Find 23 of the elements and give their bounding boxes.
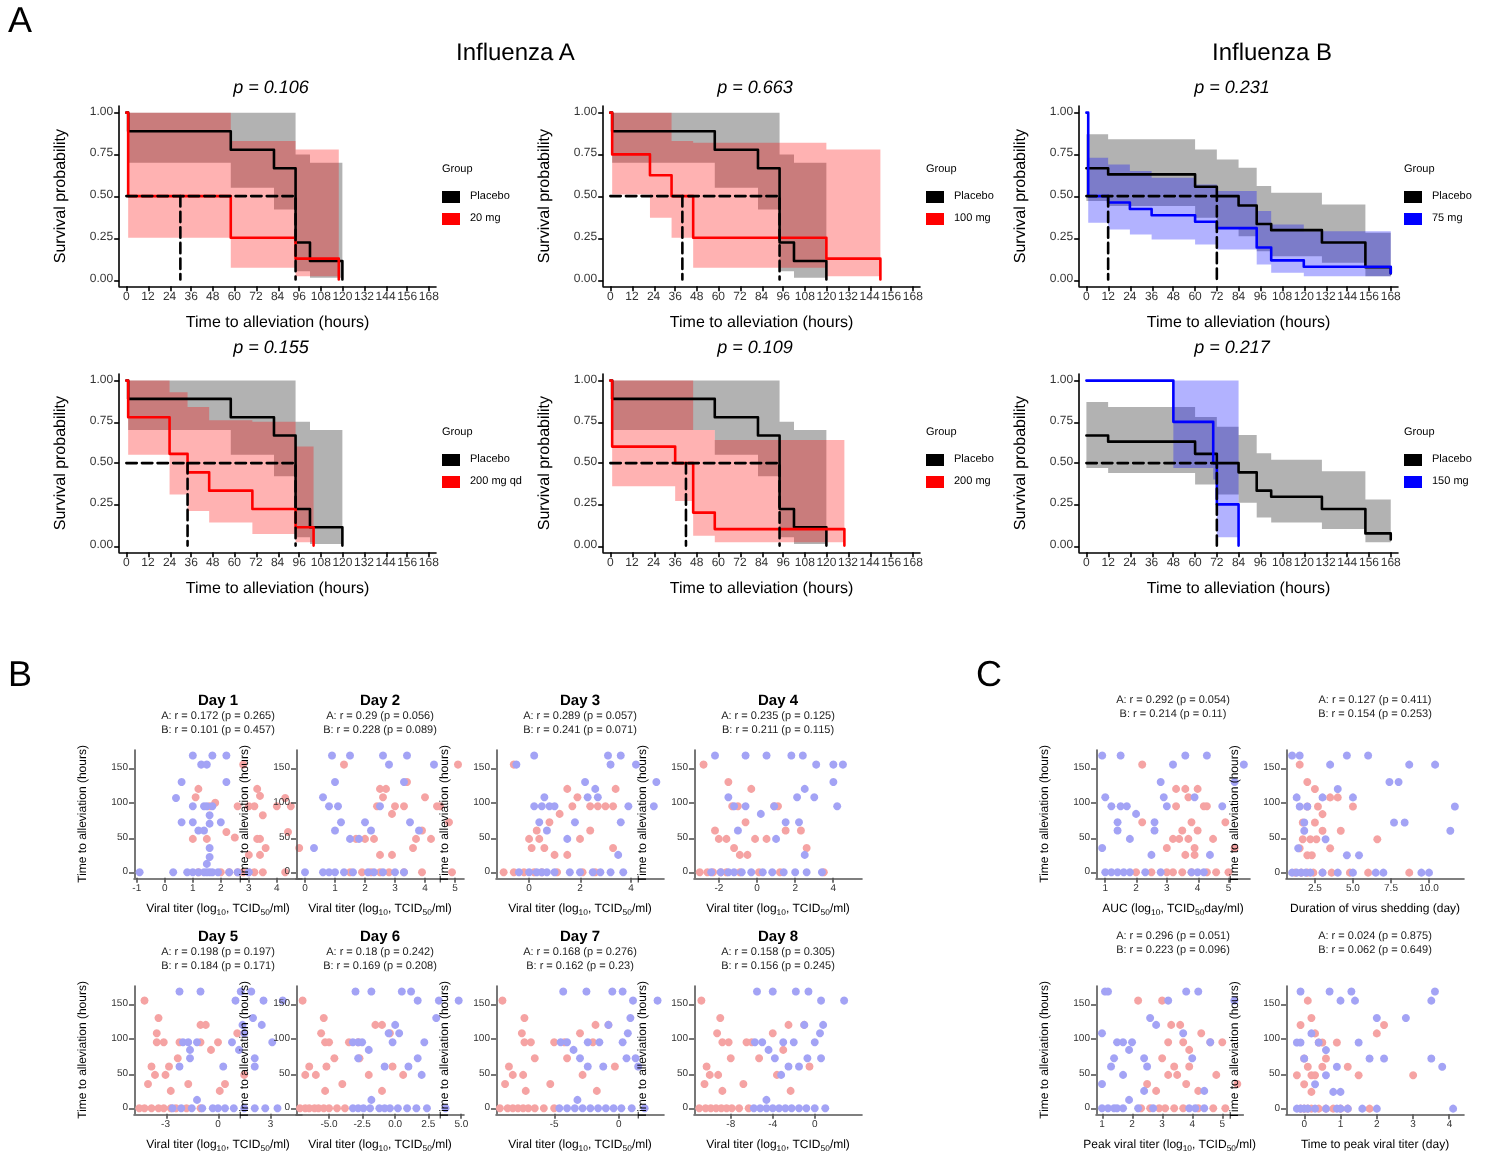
y-axis-title: Survival probability [535, 395, 553, 531]
chart-title: p = 0.231 [1192, 77, 1270, 97]
text: B [8, 654, 33, 696]
text: Influenza A [456, 38, 575, 66]
x-axis-title: Time to alleviation (hours) [1146, 313, 1331, 331]
chart-title: p = 0.109 [715, 337, 793, 357]
text: Influenza B [1212, 38, 1333, 66]
x-axis-title: Time to alleviation (hours) [1146, 579, 1331, 597]
y-axis-title: Survival probability [1011, 128, 1029, 264]
text: C [976, 654, 1002, 696]
chart-title: p = 0.663 [715, 77, 793, 97]
x-axis-title: Time to alleviation (hours) [185, 313, 370, 331]
x-axis-title: Time to alleviation (hours) [669, 579, 854, 597]
y-axis-title: Survival probability [1011, 395, 1029, 531]
chart-title: p = 0.106 [231, 77, 309, 97]
chart-title: p = 0.155 [231, 337, 311, 357]
x-axis-title: Time to alleviation (hours) [185, 579, 370, 597]
text: A [8, 0, 33, 42]
y-axis-title: Survival probability [51, 395, 69, 531]
chart-title: p = 0.217 [1192, 337, 1272, 357]
y-axis-title: Survival probability [535, 128, 553, 264]
y-axis-title: Survival probability [51, 128, 69, 264]
x-axis-title: Time to alleviation (hours) [669, 313, 854, 331]
